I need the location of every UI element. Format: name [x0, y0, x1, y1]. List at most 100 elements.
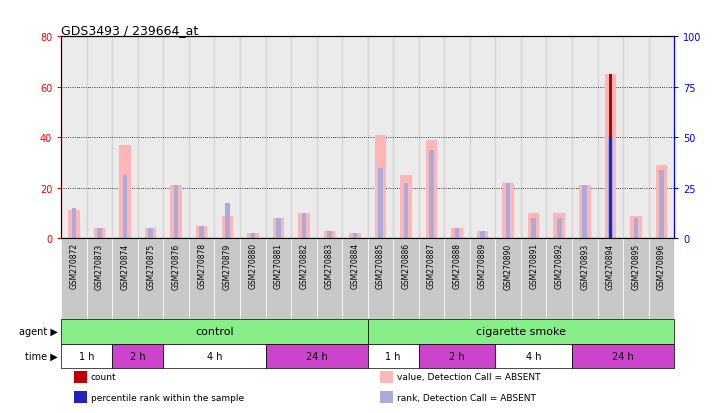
- Bar: [528, 214, 539, 239]
- Bar: [470, 239, 495, 319]
- Bar: [317, 37, 342, 239]
- Text: cigarette smoke: cigarette smoke: [476, 327, 566, 337]
- Bar: [164, 344, 265, 368]
- Text: 24 h: 24 h: [306, 351, 327, 361]
- Bar: [215, 37, 240, 239]
- Bar: [273, 218, 284, 239]
- Bar: [393, 37, 419, 239]
- Bar: [327, 231, 332, 239]
- Bar: [200, 226, 204, 239]
- Bar: [265, 37, 291, 239]
- Text: control: control: [195, 327, 234, 337]
- Text: GSM270880: GSM270880: [248, 243, 257, 289]
- Bar: [276, 218, 280, 239]
- Text: GSM270883: GSM270883: [325, 243, 334, 289]
- Bar: [630, 216, 642, 239]
- Text: GSM270892: GSM270892: [554, 243, 564, 289]
- Bar: [579, 186, 590, 239]
- Bar: [68, 211, 80, 239]
- Bar: [138, 239, 164, 319]
- Text: GSM270873: GSM270873: [95, 243, 104, 289]
- Bar: [170, 186, 182, 239]
- Bar: [598, 239, 623, 319]
- Bar: [557, 218, 562, 239]
- Bar: [87, 37, 112, 239]
- Bar: [495, 37, 521, 239]
- Bar: [61, 319, 368, 344]
- Text: GSM270878: GSM270878: [198, 243, 206, 289]
- Bar: [521, 239, 547, 319]
- Text: GSM270884: GSM270884: [350, 243, 360, 289]
- Bar: [97, 229, 102, 239]
- Text: time ▶: time ▶: [25, 351, 58, 361]
- Bar: [149, 229, 153, 239]
- Bar: [380, 371, 394, 383]
- Text: 2 h: 2 h: [130, 351, 146, 361]
- Text: GSM270894: GSM270894: [606, 243, 615, 289]
- Text: GSM270874: GSM270874: [120, 243, 130, 289]
- Bar: [404, 183, 408, 239]
- Bar: [375, 135, 386, 239]
- Bar: [265, 344, 368, 368]
- Bar: [349, 234, 360, 239]
- Text: agent ▶: agent ▶: [19, 327, 58, 337]
- Bar: [72, 209, 76, 239]
- Bar: [583, 186, 587, 239]
- Text: 1 h: 1 h: [386, 351, 401, 361]
- Bar: [659, 171, 663, 239]
- Bar: [419, 239, 444, 319]
- Bar: [531, 218, 536, 239]
- Text: GSM270885: GSM270885: [376, 243, 385, 289]
- Bar: [164, 239, 189, 319]
- Bar: [112, 344, 164, 368]
- Bar: [301, 214, 306, 239]
- Bar: [554, 214, 565, 239]
- Text: 24 h: 24 h: [612, 351, 634, 361]
- Bar: [623, 239, 649, 319]
- Bar: [572, 37, 598, 239]
- Bar: [379, 168, 383, 239]
- Bar: [61, 344, 112, 368]
- Text: 4 h: 4 h: [207, 351, 222, 361]
- Bar: [649, 239, 674, 319]
- Bar: [87, 239, 112, 319]
- Bar: [503, 183, 514, 239]
- Text: GSM270891: GSM270891: [529, 243, 538, 289]
- Bar: [451, 229, 463, 239]
- Bar: [419, 37, 444, 239]
- Bar: [145, 229, 156, 239]
- Text: GSM270881: GSM270881: [274, 243, 283, 289]
- Bar: [572, 239, 598, 319]
- Bar: [215, 239, 240, 319]
- Bar: [174, 186, 179, 239]
- Bar: [470, 37, 495, 239]
- Bar: [164, 37, 189, 239]
- Bar: [94, 229, 105, 239]
- Bar: [426, 140, 438, 239]
- Text: 2 h: 2 h: [449, 351, 465, 361]
- Bar: [598, 37, 623, 239]
- Bar: [247, 234, 259, 239]
- Text: GSM270888: GSM270888: [453, 243, 461, 289]
- Bar: [240, 37, 265, 239]
- Bar: [342, 37, 368, 239]
- Bar: [655, 166, 667, 239]
- Text: GSM270876: GSM270876: [172, 243, 181, 289]
- Bar: [609, 75, 612, 239]
- Bar: [393, 239, 419, 319]
- Text: GSM270889: GSM270889: [478, 243, 487, 289]
- Bar: [291, 239, 317, 319]
- Bar: [189, 37, 215, 239]
- Text: GSM270887: GSM270887: [427, 243, 436, 289]
- Bar: [623, 37, 649, 239]
- Bar: [250, 234, 255, 239]
- Bar: [400, 176, 412, 239]
- Text: rank, Detection Call = ABSENT: rank, Detection Call = ABSENT: [397, 393, 536, 402]
- Bar: [120, 145, 131, 239]
- Bar: [189, 239, 215, 319]
- Bar: [455, 229, 459, 239]
- Bar: [368, 319, 674, 344]
- Bar: [547, 37, 572, 239]
- Text: GSM270875: GSM270875: [146, 243, 155, 289]
- Bar: [112, 239, 138, 319]
